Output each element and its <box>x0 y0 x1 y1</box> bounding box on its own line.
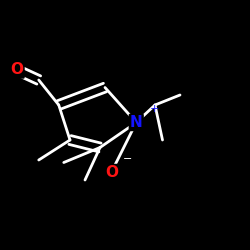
Text: +: + <box>150 104 159 114</box>
Text: O: O <box>10 62 24 78</box>
Text: −: − <box>123 154 132 164</box>
Text: N: N <box>130 115 142 130</box>
Text: O: O <box>105 165 118 180</box>
